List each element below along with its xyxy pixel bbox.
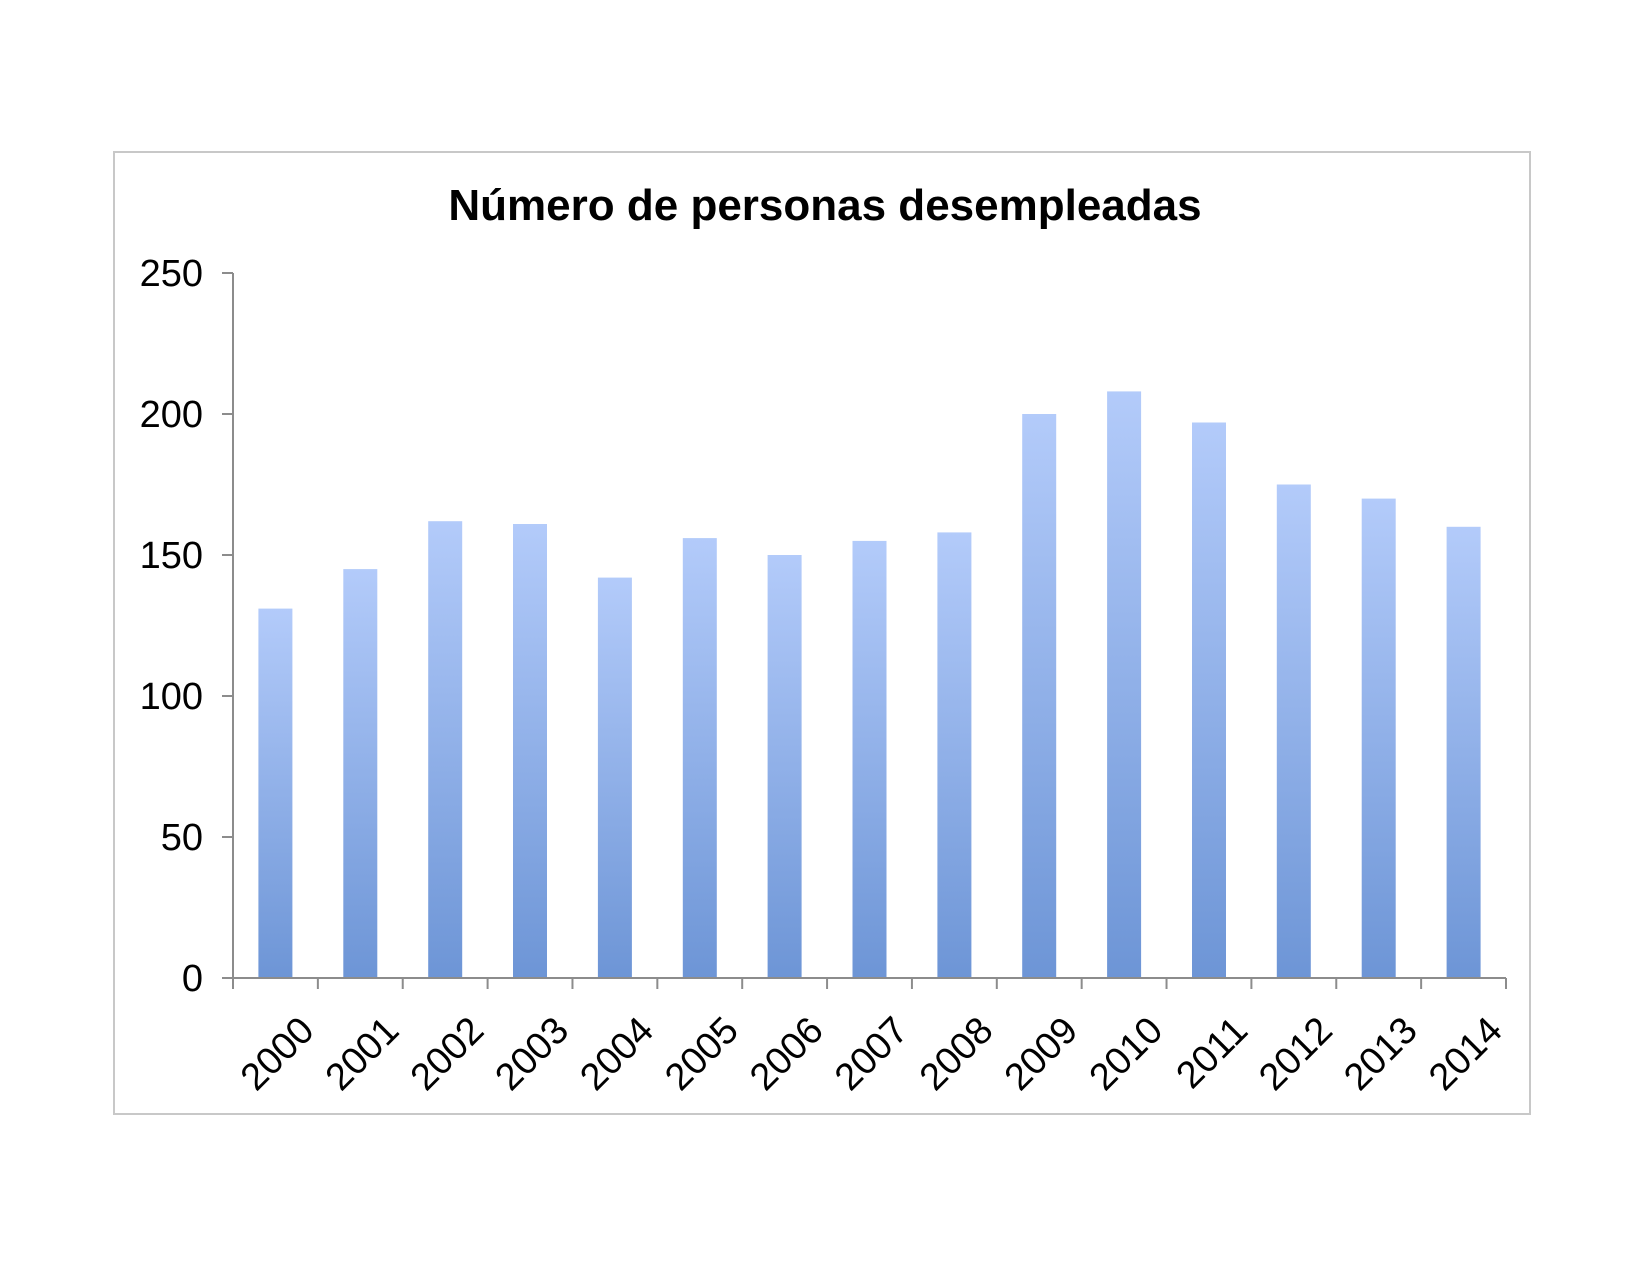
bar-2014 [1446, 526, 1481, 978]
y-tick-labels: 0 50 100 150 200 250 [140, 253, 203, 1000]
bar-2000 [258, 608, 293, 978]
y-tick-label: 50 [161, 817, 203, 859]
x-tick-label-2003: 2003 [488, 1009, 577, 1098]
x-tick-label-2006: 2006 [742, 1009, 831, 1098]
y-tick-label: 0 [182, 958, 203, 1000]
x-tick-label-2007: 2007 [827, 1009, 916, 1098]
bar-2013 [1361, 498, 1396, 978]
bar-2006 [767, 555, 802, 978]
bar-2012 [1276, 484, 1311, 978]
y-tick-label: 150 [140, 535, 203, 577]
bar-2002 [428, 521, 463, 978]
x-tick-label-2001: 2001 [318, 1009, 407, 1098]
x-tick-label-2014: 2014 [1421, 1009, 1510, 1098]
bar-2009 [1022, 414, 1057, 978]
x-tick-label-2000: 2000 [233, 1009, 322, 1098]
x-tick-label-2012: 2012 [1251, 1009, 1340, 1098]
bar-2010 [1107, 391, 1142, 978]
x-tick-label-2005: 2005 [657, 1009, 746, 1098]
x-tick-label-2009: 2009 [997, 1009, 1086, 1098]
y-tick-label: 250 [140, 253, 203, 295]
bar-2004 [597, 577, 632, 978]
x-tick-label-2010: 2010 [1082, 1009, 1171, 1098]
bar-2003 [513, 524, 547, 978]
y-tick-label: 100 [140, 676, 203, 718]
bars-layer [258, 391, 1481, 978]
bar-2007 [852, 540, 887, 978]
x-tick-label-2011: 2011 [1169, 1009, 1256, 1096]
y-tick-label: 200 [140, 394, 203, 436]
x-tick-label-2008: 2008 [912, 1009, 1001, 1098]
x-tick-labels: 2000200120022003200420052006200720082009… [233, 1009, 1511, 1098]
bar-2001 [343, 569, 378, 978]
chart-title: Número de personas desempleadas [448, 181, 1201, 230]
x-tick-label-2004: 2004 [572, 1009, 661, 1098]
bar-2008 [937, 532, 972, 978]
bar-2011 [1192, 422, 1226, 978]
x-tick-label-2013: 2013 [1336, 1009, 1425, 1098]
axes-layer [222, 272, 1507, 989]
bar-2005 [682, 538, 717, 978]
x-tick-label-2002: 2002 [403, 1009, 492, 1098]
